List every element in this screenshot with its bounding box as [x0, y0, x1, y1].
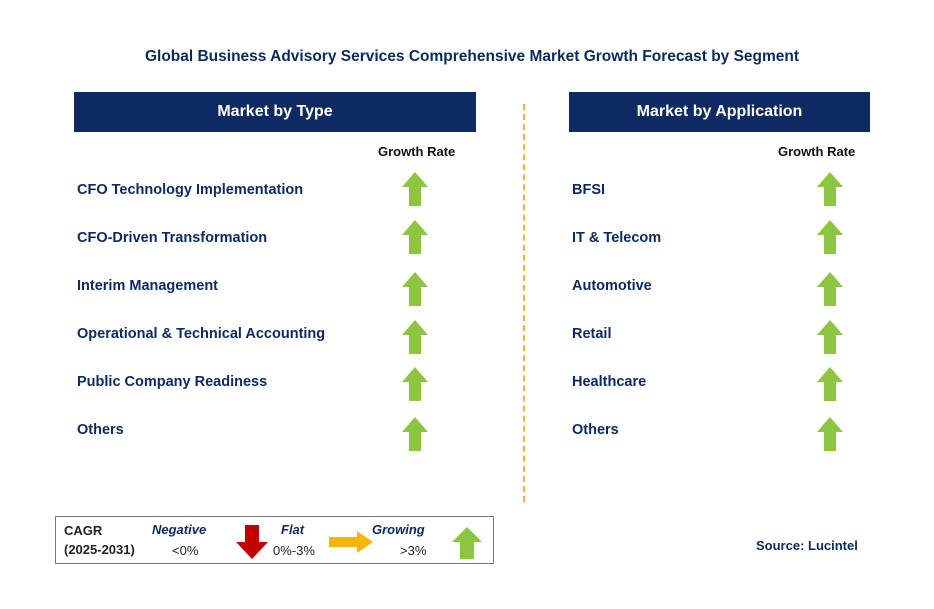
up-arrow-icon — [817, 417, 843, 451]
type-row-label: CFO-Driven Transformation — [77, 230, 268, 246]
type-row-label: Operational & Technical Accounting — [77, 326, 326, 342]
application-row-label: Others — [572, 422, 619, 438]
up-arrow-icon — [402, 220, 428, 254]
legend-negative-range: <0% — [172, 543, 199, 558]
up-arrow-icon — [817, 367, 843, 401]
legend-cagr-label: CAGR — [64, 523, 103, 538]
market-by-type-header: Market by Type — [74, 92, 476, 132]
cagr-legend: CAGR (2025-2031) Negative <0% Flat 0%-3%… — [55, 516, 494, 564]
up-arrow-icon — [452, 527, 482, 559]
chart-title: Global Business Advisory Services Compre… — [144, 48, 800, 65]
panel-divider — [523, 104, 525, 502]
legend-negative-label: Negative — [152, 522, 207, 537]
source-credit: Source: Lucintel — [756, 538, 858, 553]
up-arrow-icon — [817, 272, 843, 306]
up-arrow-icon — [402, 417, 428, 451]
type-row-label: CFO Technology Implementation — [77, 182, 304, 198]
application-row-label: BFSI — [572, 182, 606, 198]
left-growth-rate-label: Growth Rate — [378, 144, 456, 159]
right-arrow-icon — [329, 531, 373, 553]
type-row-label: Interim Management — [77, 278, 218, 294]
legend-flat-range: 0%-3% — [273, 543, 315, 558]
right-growth-rate-label: Growth Rate — [778, 144, 856, 159]
legend-growing-range: >3% — [400, 543, 427, 558]
up-arrow-icon — [817, 220, 843, 254]
up-arrow-icon — [402, 272, 428, 306]
application-row-label: Retail — [572, 326, 612, 342]
up-arrow-icon — [402, 367, 428, 401]
type-row-label: Public Company Readiness — [77, 374, 268, 390]
legend-flat-label: Flat — [281, 522, 305, 537]
type-row-label: Others — [77, 422, 124, 438]
down-arrow-icon — [236, 525, 268, 559]
market-by-application-header: Market by Application — [569, 92, 870, 132]
up-arrow-icon — [402, 172, 428, 206]
up-arrow-icon — [817, 320, 843, 354]
application-row-label: IT & Telecom — [572, 230, 662, 246]
legend-growing-label: Growing — [372, 522, 425, 537]
application-row-label: Automotive — [572, 278, 652, 294]
legend-period-label: (2025-2031) — [64, 542, 135, 557]
application-row-label: Healthcare — [572, 374, 647, 390]
up-arrow-icon — [402, 320, 428, 354]
up-arrow-icon — [817, 172, 843, 206]
